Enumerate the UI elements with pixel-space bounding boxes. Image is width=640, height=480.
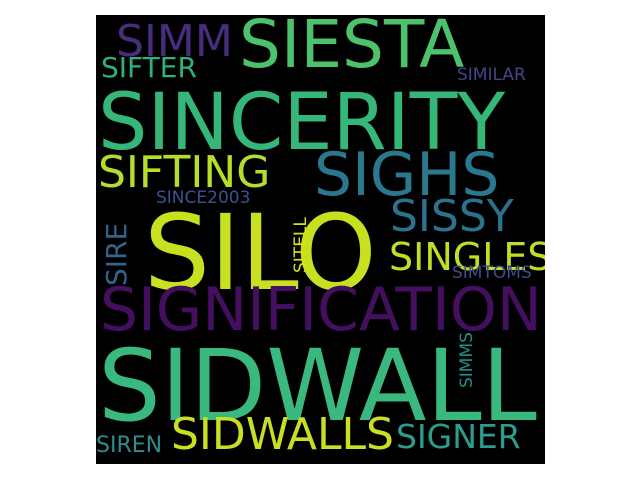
word-sighs: SIGHS xyxy=(314,140,500,210)
word-singles: SINGLES xyxy=(389,235,545,279)
word-signification: SIGNIFICATION xyxy=(100,275,542,345)
word-simtoms: SIMTOMS xyxy=(452,263,532,283)
word-siren: SIREN xyxy=(96,433,163,458)
word-signer: SIGNER xyxy=(396,417,521,456)
word-similar: SIMILAR xyxy=(457,65,526,85)
word-silo: SILO xyxy=(144,192,377,314)
word-siesta: SIESTA xyxy=(239,15,465,83)
word-since2003: SINCE2003 xyxy=(156,188,251,208)
word-simms: SIMMS xyxy=(457,332,477,388)
word-sidwall: SIDWALL xyxy=(98,329,537,444)
word-sincerity: SINCERITY xyxy=(98,78,506,168)
word-sifting: SIFTING xyxy=(98,147,271,198)
word-simm: SIMM xyxy=(116,16,233,67)
word-sitell: SITELL xyxy=(291,217,311,273)
word-sifter: SIFTER xyxy=(101,51,197,84)
word-sidwalls: SIDWALLS xyxy=(171,409,394,460)
word-cloud: SIMM SIESTA SIFTER SIMILAR SINCERITY SIF… xyxy=(96,15,545,464)
word-sissy: SISSY xyxy=(390,191,514,242)
